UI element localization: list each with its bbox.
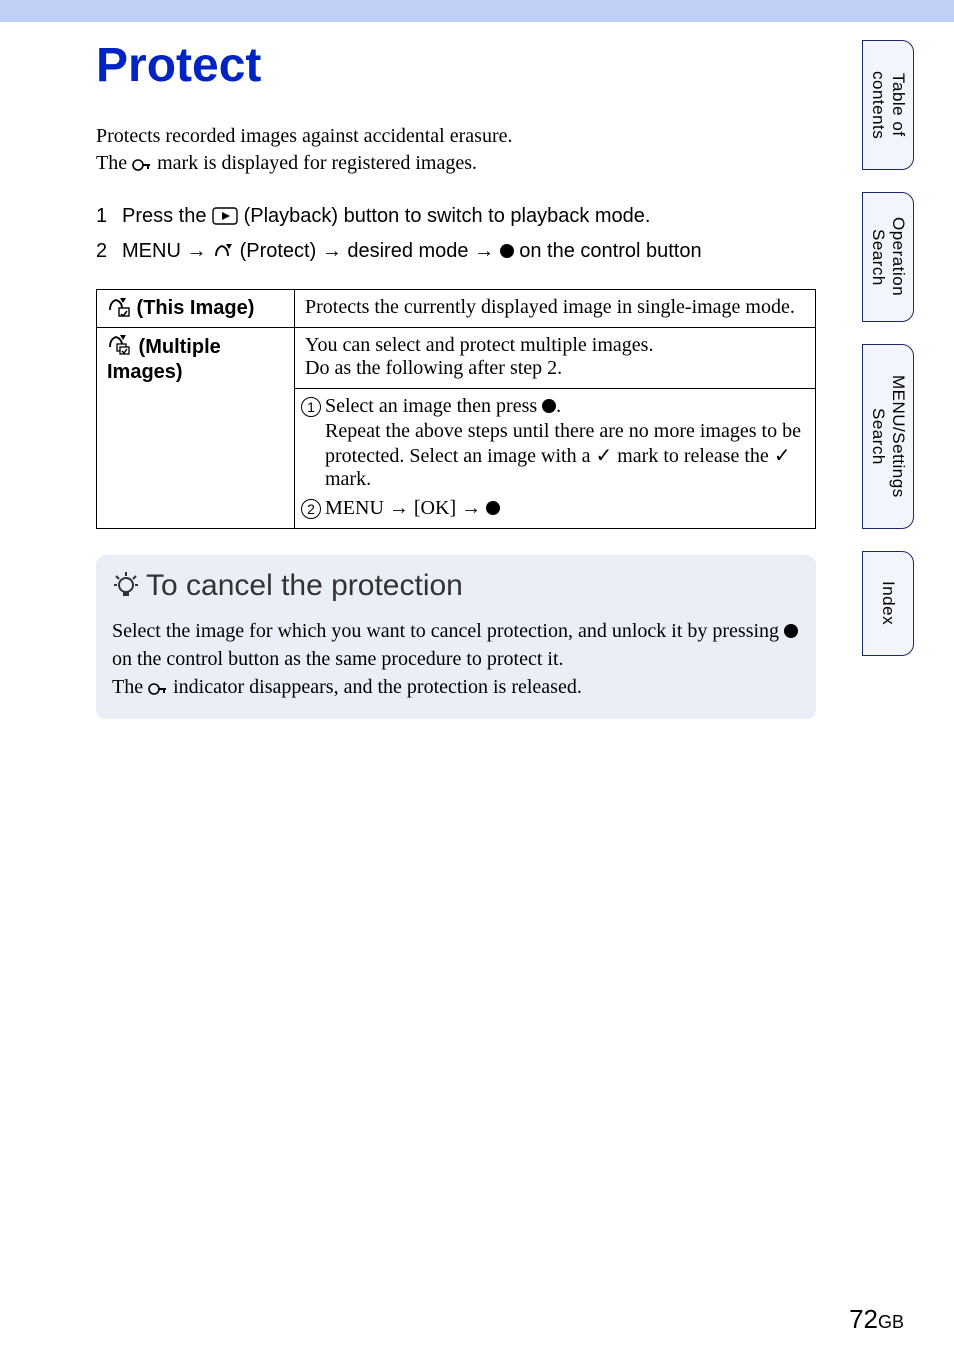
tab-label: MENU/Settings Search (864, 363, 912, 510)
table-row: (Multiple Images) You can select and pro… (97, 328, 816, 529)
center-button-icon (784, 624, 798, 638)
arrow-icon: → (461, 497, 481, 520)
tip-body-1: Select the image for which you want to c… (112, 617, 800, 673)
tip-title: To cancel the protection (112, 569, 800, 603)
tab-label: Table of contents (864, 59, 912, 151)
center-button-icon (500, 244, 514, 258)
protect-icon (212, 242, 234, 260)
tab-label: Index (874, 569, 902, 637)
protect-this-icon (107, 297, 131, 317)
main-content: Protect Protects recorded images against… (96, 38, 816, 719)
tab-index[interactable]: Index (862, 551, 914, 656)
hint-bulb-icon (112, 571, 140, 601)
step-text: Press the (Playback) button to switch to… (122, 199, 650, 234)
tip-body-2: The indicator disappears, and the protec… (112, 673, 800, 701)
step-2: 2 MENU → (Protect) → desired mode → on t… (96, 234, 816, 269)
circled-number-icon: 1 (301, 397, 321, 417)
step-1: 1 Press the (Playback) button to switch … (96, 199, 816, 234)
top-accent-bar (0, 0, 954, 22)
center-button-icon (486, 501, 500, 515)
option-head-multiple: (Multiple Images) (97, 328, 295, 529)
intro-text: Protects recorded images against acciden… (96, 123, 816, 177)
options-table: (This Image) Protects the currently disp… (96, 289, 816, 529)
sub-steps: 1Select an image then press . Repeat the… (295, 388, 815, 528)
option-head-this-image: (This Image) (97, 290, 295, 328)
arrow-icon: → (474, 234, 494, 269)
key-protect-icon (148, 682, 168, 696)
playback-icon (212, 207, 238, 225)
table-row: (This Image) Protects the currently disp… (97, 290, 816, 328)
option-desc-multiple: You can select and protect multiple imag… (295, 328, 816, 529)
steps-list: 1 Press the (Playback) button to switch … (96, 199, 816, 269)
tab-menu-settings-search[interactable]: MENU/Settings Search (862, 344, 914, 529)
arrow-icon: → (389, 497, 409, 520)
tip-box: To cancel the protection Select the imag… (96, 555, 816, 719)
option-desc-this-image: Protects the currently displayed image i… (295, 290, 816, 328)
tab-table-of-contents[interactable]: Table of contents (862, 40, 914, 170)
page-number: 72GB (849, 1304, 904, 1335)
circled-number-icon: 2 (301, 499, 321, 519)
check-icon: ✓ (595, 445, 612, 467)
step-number: 1 (96, 199, 112, 234)
sub-step-1: 1Select an image then press . Repeat the… (325, 395, 805, 491)
step-text: MENU → (Protect) → desired mode → on the… (122, 234, 702, 269)
protect-multiple-icon (107, 334, 133, 356)
tab-operation-search[interactable]: Operation Search (862, 192, 914, 322)
center-button-icon (542, 399, 556, 413)
side-tabs: Table of contents Operation Search MENU/… (862, 40, 914, 678)
page-title: Protect (96, 38, 816, 93)
intro-line-1: Protects recorded images against acciden… (96, 123, 816, 150)
sub-step-2: 2MENU → [OK] → (325, 497, 805, 520)
step-number: 2 (96, 234, 112, 269)
tab-label: Operation Search (864, 205, 912, 308)
intro-line-2: The mark is displayed for registered ima… (96, 150, 816, 177)
key-protect-icon (132, 158, 152, 172)
check-icon: ✓ (774, 445, 791, 467)
arrow-icon: → (186, 234, 206, 269)
arrow-icon: → (322, 234, 342, 269)
